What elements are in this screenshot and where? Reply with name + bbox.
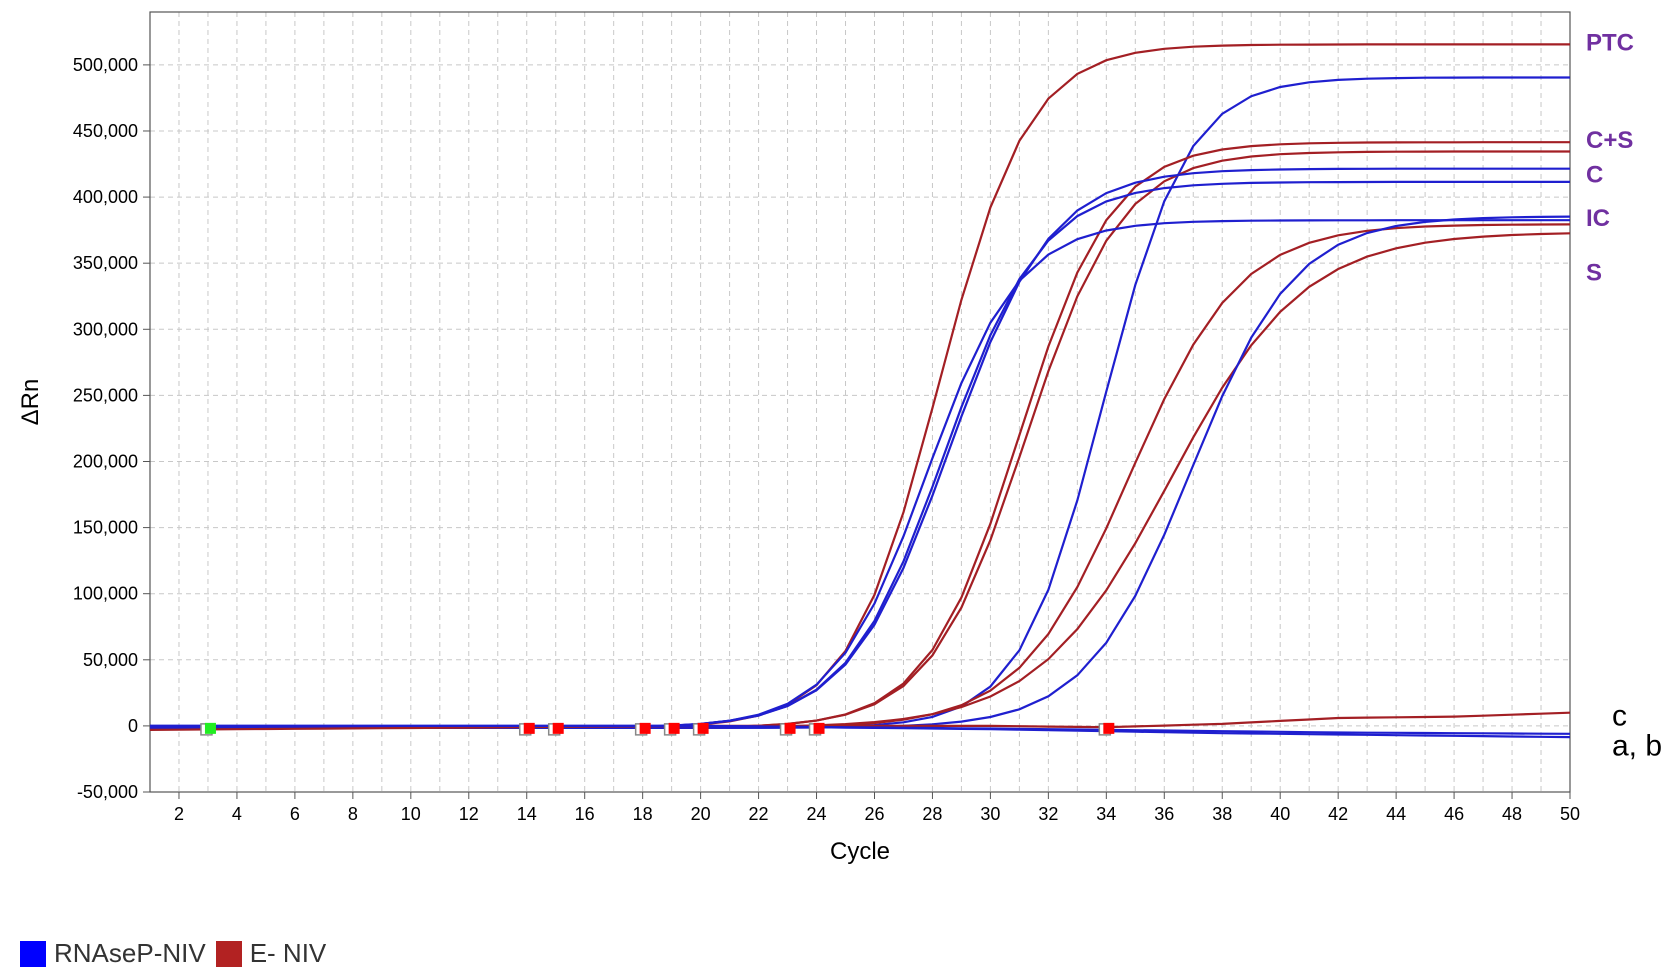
x-tick-label: 36 [1154, 804, 1174, 824]
x-tick-label: 12 [459, 804, 479, 824]
amplification-curve-7 [150, 219, 1570, 729]
y-tick-label: 200,000 [73, 451, 138, 471]
amplification-curve-8 [150, 223, 1571, 729]
x-tick-label: 16 [575, 804, 595, 824]
x-tick-label: 42 [1328, 804, 1348, 824]
legend-label: E- NIV [249, 938, 327, 968]
y-tick-label: 500,000 [73, 55, 138, 75]
y-tick-label: -50,000 [77, 782, 138, 802]
side-labels: ca, b [1612, 699, 1662, 762]
y-tick-label: 300,000 [73, 319, 138, 339]
x-tick-label: 30 [980, 804, 1000, 824]
x-tick-label: 48 [1502, 804, 1522, 824]
amplification-curve-13 [150, 724, 1571, 739]
curve-label: C [1586, 162, 1603, 189]
y-tick-label: 400,000 [73, 187, 138, 207]
y-tick-label: 450,000 [73, 121, 138, 141]
amplification-curve-1 [150, 43, 1570, 729]
amplification-curve-11 [149, 711, 1571, 731]
legend-item-e-niv: E- NIV [215, 938, 327, 969]
curve-label: IC [1586, 205, 1610, 232]
x-tick-label: 22 [749, 804, 769, 824]
y-axis-title: ΔRn [17, 379, 44, 426]
y-tick-label: 0 [128, 716, 138, 736]
legend-swatch-blue [20, 940, 46, 967]
curve-label: PTC [1586, 29, 1634, 56]
x-tick-label: 6 [290, 804, 300, 824]
x-tick-label: 26 [864, 804, 884, 824]
x-tick-label: 32 [1038, 804, 1058, 824]
legend: RNAseP-NIV E- NIV [20, 938, 326, 969]
legend-swatch-red [215, 940, 242, 967]
x-tick-label: 4 [232, 804, 242, 824]
threshold-marker [639, 722, 651, 734]
threshold-marker [697, 722, 709, 734]
threshold-marker [552, 722, 564, 734]
x-tick-label: 44 [1386, 804, 1406, 824]
grid-lines [150, 12, 1570, 793]
amplification-curve-9 [150, 232, 1571, 729]
x-axis: 2 4 6 8 10 12 14 16 18 20 22 24 26 28 30 32 34 36 38 40 42 44… [174, 792, 1580, 824]
y-tick-label: 50,000 [83, 650, 138, 670]
threshold-marker [813, 722, 825, 734]
amplification-curve-5 [150, 167, 1570, 729]
curves [149, 43, 1571, 739]
threshold-marker [668, 722, 680, 734]
x-axis-title: Cycle [830, 838, 890, 865]
curve-annotations: PTC C+S C IC S [1586, 29, 1634, 286]
threshold-marker [784, 722, 796, 734]
y-axis: -50,000 0 50,000 100,000 150,000 200,000 250,0… [73, 55, 150, 802]
plot-frame [149, 11, 1571, 793]
y-tick-label: 150,000 [73, 518, 138, 538]
group-label: a, b [1612, 730, 1662, 763]
y-tick-label: 350,000 [73, 253, 138, 273]
x-tick-label: 18 [633, 804, 653, 824]
x-tick-label: 14 [517, 804, 537, 824]
y-tick-label: 250,000 [73, 385, 138, 405]
threshold-marker [523, 722, 535, 734]
curve-label: C+S [1586, 127, 1633, 154]
y-tick-label: 100,000 [73, 584, 138, 604]
amplification-curve-2 [150, 76, 1570, 729]
legend-item-rnasep: RNAseP-NIV [20, 938, 206, 969]
x-tick-label: 34 [1096, 804, 1116, 824]
x-tick-label: 24 [807, 804, 827, 824]
x-tick-label: 38 [1212, 804, 1232, 824]
x-tick-label: 28 [922, 804, 942, 824]
amplification-curve-10 [150, 215, 1571, 729]
threshold-marker [204, 722, 216, 734]
x-tick-label: 10 [401, 804, 421, 824]
x-tick-label: 40 [1270, 804, 1290, 824]
x-tick-label: 2 [174, 804, 184, 824]
threshold-marker [1103, 722, 1115, 734]
x-tick-label: 8 [348, 804, 358, 824]
legend-label: RNAseP-NIV [54, 938, 206, 968]
curve-label: S [1586, 259, 1602, 286]
x-tick-label: 46 [1444, 804, 1464, 824]
group-label: c [1612, 699, 1627, 732]
x-tick-label: 50 [1560, 804, 1580, 824]
x-tick-label: 20 [691, 804, 711, 824]
threshold-markers [200, 722, 1115, 736]
